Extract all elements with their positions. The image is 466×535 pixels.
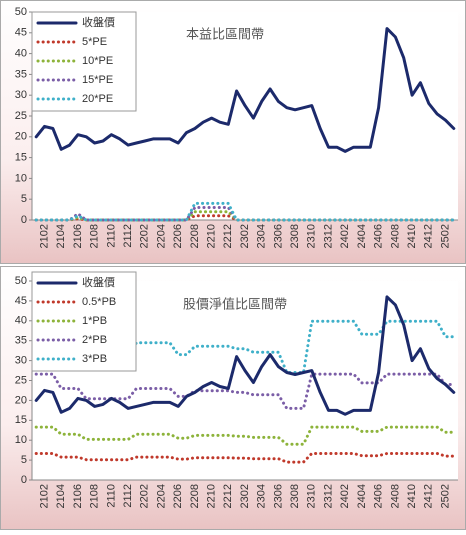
legend-label: 20*PE xyxy=(82,93,113,105)
y-tick-label: 35 xyxy=(15,68,27,80)
x-tick-label: 2112 xyxy=(122,484,134,508)
x-tick-label: 2202 xyxy=(139,224,151,248)
legend-label: 收盤價 xyxy=(82,275,115,289)
x-tick-label: 2208 xyxy=(189,484,201,508)
legend-label: 2*PB xyxy=(82,334,107,346)
x-tick-label: 2212 xyxy=(222,484,234,508)
x-tick-label: 2104 xyxy=(55,224,67,248)
y-tick-label: 40 xyxy=(15,315,27,327)
x-tick-label: 2304 xyxy=(256,484,268,508)
y-tick-label: 20 xyxy=(15,131,27,143)
y-tick-label: 45 xyxy=(15,27,27,39)
x-tick-label: 2110 xyxy=(105,484,117,508)
x-tick-label: 2306 xyxy=(272,224,284,248)
x-tick-label: 2306 xyxy=(272,484,284,508)
x-tick-label: 2302 xyxy=(239,484,251,508)
legend-label: 10*PE xyxy=(82,55,113,67)
legend-label: 3*PB xyxy=(82,353,107,365)
x-tick-label: 2312 xyxy=(322,224,334,248)
series-line xyxy=(34,372,456,410)
x-tick-label: 2404 xyxy=(356,484,368,508)
y-tick-label: 30 xyxy=(15,355,27,367)
chart-title: 股價淨值比區間帶 xyxy=(183,296,287,311)
y-tick-label: 10 xyxy=(15,172,27,184)
y-tick-label: 10 xyxy=(15,434,27,446)
x-tick-label: 2104 xyxy=(55,484,67,508)
x-tick-label: 2408 xyxy=(389,484,401,508)
series-line xyxy=(34,452,456,464)
legend-label: 15*PE xyxy=(82,74,113,86)
legend-label: 0.5*PB xyxy=(82,296,116,308)
x-tick-label: 2202 xyxy=(139,484,151,508)
x-tick-label: 2410 xyxy=(406,484,418,508)
series-line xyxy=(34,27,456,153)
x-tick-label: 2310 xyxy=(306,484,318,508)
y-tick-label: 50 xyxy=(15,6,27,18)
y-tick-label: 35 xyxy=(15,335,27,347)
x-tick-label: 2212 xyxy=(222,224,234,248)
x-tick-label: 2210 xyxy=(205,224,217,248)
x-tick-label: 2308 xyxy=(289,224,301,248)
legend-label: 5*PE xyxy=(82,36,107,48)
x-tick-label: 2410 xyxy=(406,224,418,248)
x-tick-label: 2402 xyxy=(339,224,351,248)
x-tick-label: 2502 xyxy=(439,224,451,248)
series-line xyxy=(34,295,456,416)
y-tick-label: 40 xyxy=(15,48,27,60)
x-tick-label: 2106 xyxy=(72,224,84,248)
x-tick-label: 2406 xyxy=(373,484,385,508)
chart-title: 本益比區間帶 xyxy=(186,26,264,41)
y-tick-label: 25 xyxy=(15,110,27,122)
y-tick-label: 30 xyxy=(15,89,27,101)
x-tick-label: 2302 xyxy=(239,224,251,248)
x-tick-label: 2408 xyxy=(389,224,401,248)
x-tick-label: 2210 xyxy=(205,484,217,508)
x-tick-label: 2206 xyxy=(172,224,184,248)
x-tick-label: 2304 xyxy=(256,224,268,248)
x-tick-label: 2412 xyxy=(423,484,435,508)
y-tick-label: 0 xyxy=(21,214,27,226)
x-tick-label: 2102 xyxy=(38,224,50,248)
series-line xyxy=(34,425,456,446)
x-tick-label: 2312 xyxy=(322,484,334,508)
x-tick-label: 2412 xyxy=(423,224,435,248)
x-tick-label: 2402 xyxy=(339,484,351,508)
y-tick-label: 50 xyxy=(15,275,27,287)
x-tick-label: 2208 xyxy=(189,224,201,248)
x-tick-label: 2112 xyxy=(122,224,134,248)
y-tick-label: 0 xyxy=(21,474,27,486)
x-tick-label: 2108 xyxy=(89,484,101,508)
legend-label: 收盤價 xyxy=(82,15,115,29)
y-tick-label: 5 xyxy=(21,454,27,466)
x-tick-label: 2204 xyxy=(155,484,167,508)
x-tick-label: 2108 xyxy=(89,224,101,248)
series-line xyxy=(34,201,456,222)
x-tick-label: 2404 xyxy=(356,224,368,248)
y-tick-label: 20 xyxy=(15,394,27,406)
x-tick-label: 2502 xyxy=(439,484,451,508)
x-tick-label: 2110 xyxy=(105,224,117,248)
y-tick-label: 15 xyxy=(15,152,27,164)
x-tick-label: 2204 xyxy=(155,224,167,248)
y-tick-label: 5 xyxy=(21,193,27,205)
x-tick-label: 2102 xyxy=(38,484,50,508)
x-tick-label: 2308 xyxy=(289,484,301,508)
y-tick-label: 25 xyxy=(15,374,27,386)
x-tick-label: 2406 xyxy=(373,224,385,248)
x-tick-label: 2310 xyxy=(306,224,318,248)
y-tick-label: 15 xyxy=(15,414,27,426)
y-tick-label: 45 xyxy=(15,295,27,307)
legend-label: 1*PB xyxy=(82,315,107,327)
x-tick-label: 2206 xyxy=(172,484,184,508)
x-tick-label: 2106 xyxy=(72,484,84,508)
